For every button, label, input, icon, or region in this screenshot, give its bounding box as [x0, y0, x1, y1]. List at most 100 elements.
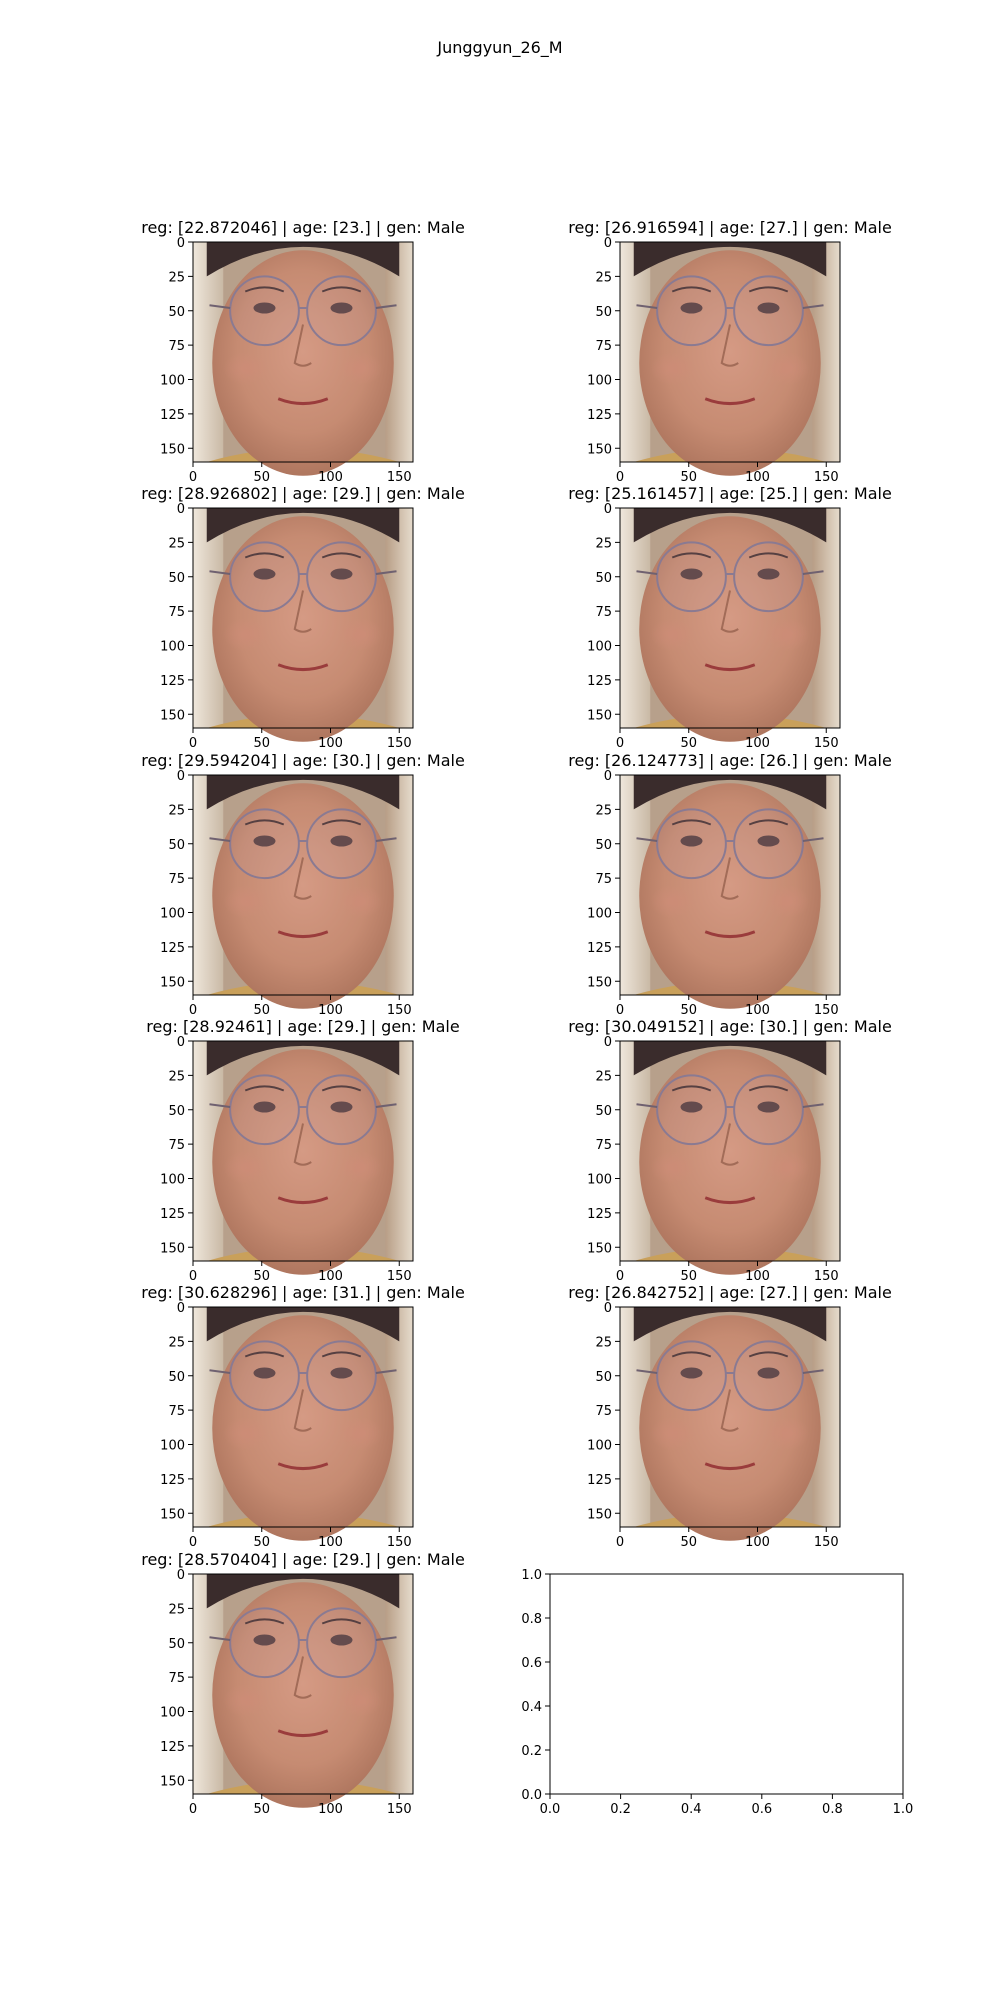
panel-title: reg: [28.926802] | age: [29.] | gen: Mal…: [141, 484, 465, 503]
mouth: [704, 930, 756, 939]
x-tick-label: 150: [814, 1269, 839, 1284]
y-tick-label: 0: [604, 1301, 612, 1316]
eye-right: [330, 302, 353, 314]
x-tick-label: 100: [318, 1003, 343, 1018]
hair: [633, 1041, 827, 1076]
brow-right: [748, 1085, 789, 1092]
image-panel: reg: [26.124773] | age: [26.] | gen: Mal…: [568, 751, 892, 1018]
glasses-lens-right: [733, 275, 804, 347]
y-tick-label: 150: [587, 975, 612, 990]
x-tick-label: 50: [680, 736, 697, 751]
y-tick-label: 150: [160, 1774, 185, 1789]
y-tick-label: 0: [604, 502, 612, 517]
y-tick-label: 50: [595, 571, 612, 586]
y-tick-label: 75: [168, 339, 185, 354]
y-tick-label: 0: [604, 1035, 612, 1050]
y-tick-label: 150: [587, 1507, 612, 1522]
y-tick-label: 0: [177, 1568, 185, 1583]
x-tick-label: 50: [253, 1802, 270, 1817]
y-tick-label: 25: [168, 270, 185, 285]
image-panel: reg: [30.049152] | age: [30.] | gen: Mal…: [568, 1017, 892, 1284]
y-tick-label: 50: [168, 305, 185, 320]
panel-title: reg: [28.570404] | age: [29.] | gen: Mal…: [141, 1550, 465, 1569]
x-tick-label: 0.2: [610, 1802, 631, 1817]
image-panel: reg: [26.916594] | age: [27.] | gen: Mal…: [568, 218, 892, 485]
nose: [293, 1389, 312, 1432]
nose: [293, 857, 312, 900]
y-tick-label: 50: [168, 1370, 185, 1385]
y-tick-label: 125: [160, 408, 185, 423]
x-tick-label: 50: [253, 736, 270, 751]
image-panel: reg: [30.628296] | age: [31.] | gen: Mal…: [141, 1283, 465, 1550]
glasses-lens-left: [656, 275, 727, 347]
y-tick-label: 25: [595, 1335, 612, 1350]
x-tick-label: 0.8: [822, 1802, 843, 1817]
axes-frame: [192, 507, 414, 729]
y-tick-label: 125: [587, 408, 612, 423]
y-tick-label: 100: [160, 907, 185, 922]
nose: [720, 1389, 739, 1432]
eye-right: [757, 835, 780, 847]
brow-left: [244, 1085, 285, 1092]
glasses-arm-left: [209, 1369, 231, 1374]
glasses-lens-right: [306, 1340, 377, 1412]
x-tick-label: 150: [814, 736, 839, 751]
eye-right: [757, 1101, 780, 1113]
x-tick-label: 100: [318, 1802, 343, 1817]
y-tick-label: 75: [168, 872, 185, 887]
brow-left: [244, 286, 285, 293]
glasses-arm-left: [636, 837, 658, 842]
eye-right: [330, 1101, 353, 1113]
y-tick-label: 0.8: [521, 1612, 542, 1627]
x-tick-label: 0.6: [751, 1802, 772, 1817]
y-tick-label: 50: [595, 1104, 612, 1119]
hair: [206, 1307, 400, 1342]
brow-right: [321, 1351, 362, 1358]
y-tick-label: 75: [168, 1671, 185, 1686]
x-tick-label: 50: [680, 1269, 697, 1284]
nose: [720, 324, 739, 367]
x-tick-label: 0: [616, 1535, 624, 1550]
x-tick-label: 150: [387, 1269, 412, 1284]
eye-left: [680, 1367, 703, 1379]
y-tick-label: 25: [168, 803, 185, 818]
cheek-right: [765, 885, 810, 918]
brow-left: [244, 819, 285, 826]
panel-title: reg: [28.92461] | age: [29.] | gen: Male: [146, 1017, 459, 1036]
y-tick-label: 100: [160, 1706, 185, 1721]
glasses-lens-left: [229, 541, 300, 613]
glasses-arm-left: [636, 1369, 658, 1374]
cheek-right: [338, 885, 383, 918]
mouth: [277, 930, 329, 939]
axes-frame: [619, 1306, 841, 1528]
glasses-lens-left: [229, 1074, 300, 1146]
y-tick-label: 100: [160, 1439, 185, 1454]
nose: [720, 857, 739, 900]
brow-right: [748, 819, 789, 826]
cheek-left: [650, 618, 695, 651]
cheek-left: [650, 1417, 695, 1450]
axes-frame: [619, 774, 841, 996]
x-tick-label: 100: [745, 1535, 770, 1550]
y-tick-label: 125: [160, 941, 185, 956]
glasses-lens-right: [306, 541, 377, 613]
y-tick-label: 0: [177, 769, 185, 784]
y-tick-label: 25: [595, 1069, 612, 1084]
glasses-arm-right: [802, 1369, 824, 1374]
brow-right: [321, 552, 362, 559]
y-tick-label: 75: [595, 605, 612, 620]
brow-right: [748, 1351, 789, 1358]
cheek-right: [765, 1151, 810, 1184]
cheek-right: [765, 1417, 810, 1450]
glasses-arm-left: [209, 304, 231, 309]
nose: [293, 1656, 312, 1699]
x-tick-label: 50: [680, 1003, 697, 1018]
y-tick-label: 100: [587, 1173, 612, 1188]
mouth: [277, 1462, 329, 1471]
panel-grid: reg: [22.872046] | age: [23.] | gen: Mal…: [141, 218, 913, 1817]
y-tick-label: 25: [595, 270, 612, 285]
image-panel: reg: [22.872046] | age: [23.] | gen: Mal…: [141, 218, 465, 485]
x-tick-label: 0: [189, 736, 197, 751]
glasses-arm-left: [636, 304, 658, 309]
